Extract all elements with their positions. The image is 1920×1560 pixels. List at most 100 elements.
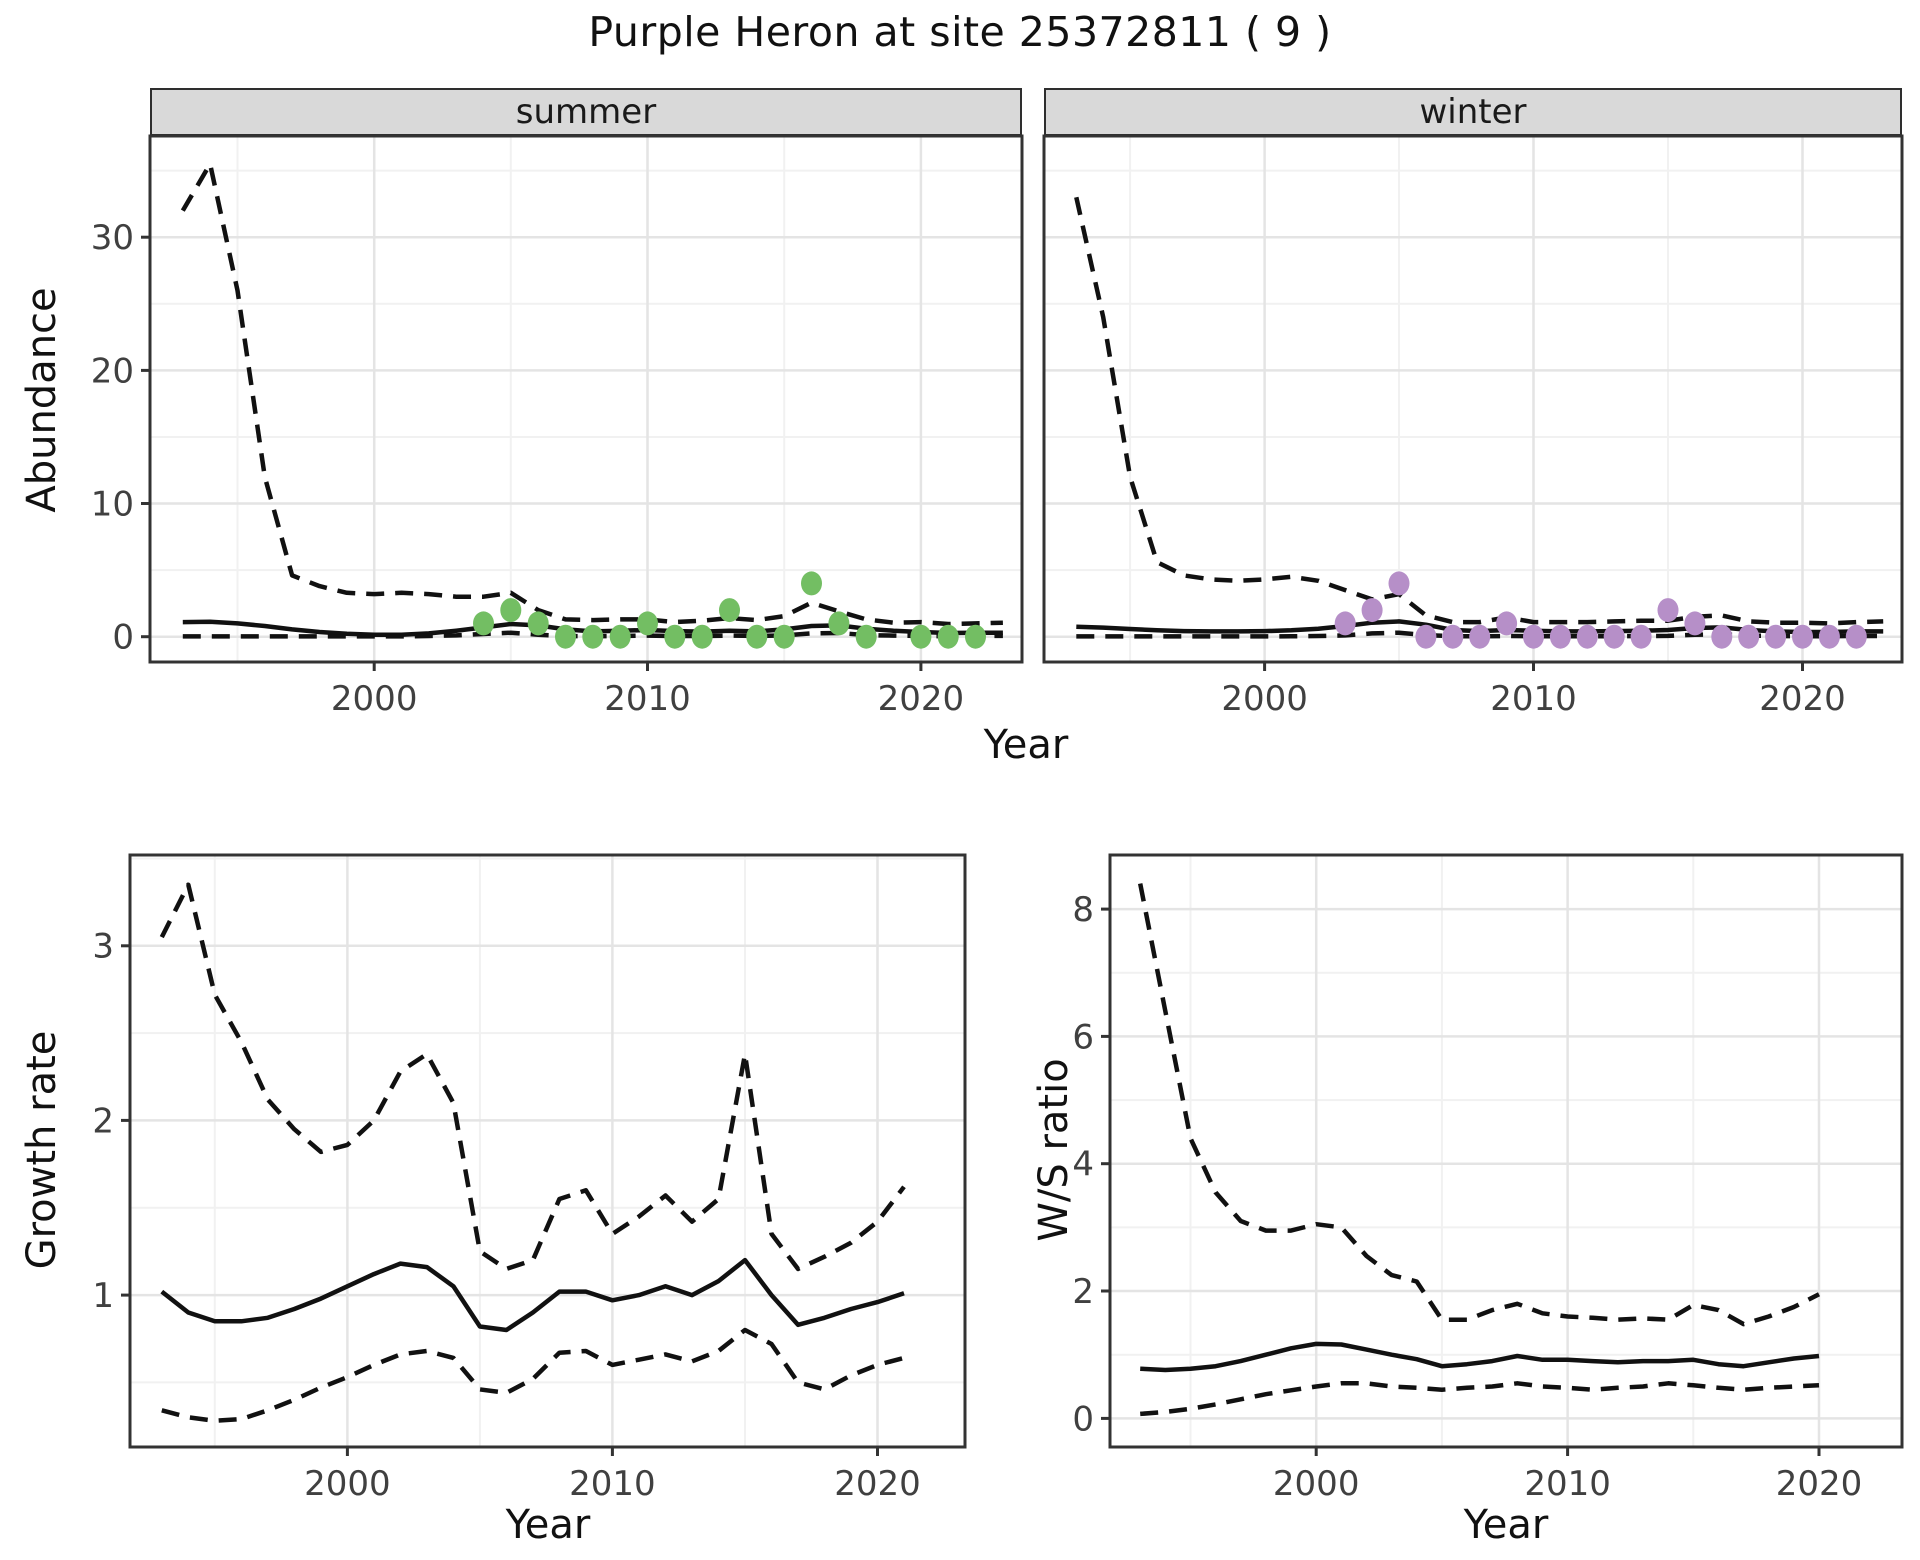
observed-point (910, 624, 932, 649)
y-tick-label: 4 (1072, 1145, 1094, 1185)
y-tick-label: 3 (92, 927, 114, 967)
panel-ws_ratio: 2000 2010 2020 0 2 4 6 8 (1072, 853, 1904, 1504)
observed_counts_winter (1334, 571, 1867, 649)
panel-background (1044, 136, 1902, 662)
grid-major (130, 855, 965, 1447)
x-tick-label: 2010 (604, 679, 691, 719)
y-tick-label: 1 (92, 1276, 114, 1316)
facet-strip-winter-label: winter (1419, 92, 1527, 132)
panel-background (1110, 855, 1902, 1447)
panel-abundance_winter: 2000 2010 2020 (1042, 134, 1904, 719)
observed-point (1361, 598, 1383, 623)
facet-strip-summer-label: summer (515, 92, 657, 132)
observed-point (664, 624, 686, 649)
series-upper_95ci (1137, 883, 1821, 1327)
y-tick-label: 0 (1072, 1399, 1094, 1439)
x-tick-label: 2020 (878, 679, 965, 719)
panel-border (148, 134, 1024, 664)
panel-border (1042, 134, 1904, 664)
observed-point (1388, 571, 1410, 596)
series-upper_95ci (1074, 196, 1884, 626)
x-tick-label: 2000 (331, 679, 418, 719)
x-tick-label: 2010 (569, 1464, 656, 1504)
facet-strip-winter: winter (1044, 88, 1902, 136)
y-tick-label: 20 (91, 351, 134, 391)
observed-point (773, 624, 795, 649)
axis-ticks-abundance_summer: 2000 2010 2020 0 10 20 30 (91, 218, 964, 719)
observed-point (1765, 624, 1787, 649)
observed-point (1630, 624, 1652, 649)
series-upper_95ci (159, 882, 906, 1272)
facet-strip-summer: summer (150, 88, 1022, 136)
observed-point (691, 624, 713, 649)
x-tick-label: 2010 (1490, 679, 1577, 719)
panel-border (1108, 853, 1904, 1449)
y-tick-label: 6 (1072, 1017, 1094, 1057)
observed-point (801, 571, 822, 596)
panel-background (130, 855, 965, 1447)
observed-point (1684, 611, 1706, 636)
observed-point (937, 624, 959, 649)
observed-point (1711, 624, 1733, 649)
observed-point (1576, 624, 1598, 649)
observed-point (1657, 598, 1679, 623)
observed-point (855, 624, 877, 649)
x-tick-label: 2000 (1273, 1464, 1360, 1504)
axis-ticks-growth_rate: 2000 2010 2020 1 2 3 (92, 927, 920, 1504)
observed-point (500, 598, 522, 623)
observed-point (1603, 624, 1625, 649)
x-tick-label: 2010 (1524, 1464, 1611, 1504)
x-tick-label: 2000 (1221, 679, 1308, 719)
observed-point (609, 624, 631, 649)
x-axis-label-year-growth: Year (505, 1502, 591, 1548)
panel-border (128, 853, 967, 1449)
panel-abundance_summer: 2000 2010 2020 0 10 20 30 (91, 134, 1024, 719)
grid-minor (130, 855, 965, 1447)
observed-point (1496, 611, 1518, 636)
observed-point (1792, 624, 1813, 649)
grid-minor (150, 136, 1022, 662)
panel-growth_rate: 2000 2010 2020 1 2 3 (92, 853, 967, 1504)
observed-point (473, 611, 494, 636)
observed-point (746, 624, 768, 649)
series-lower_95ci (161, 1327, 905, 1424)
observed-point (1818, 624, 1840, 649)
observed-point (1334, 611, 1356, 636)
observed-point (1415, 624, 1437, 649)
x-tick-label: 2020 (1759, 679, 1846, 719)
observed-point (555, 624, 576, 649)
y-tick-label: 0 (112, 618, 134, 658)
observed-point (1469, 624, 1491, 649)
observed-point (582, 624, 604, 649)
observed-point (637, 611, 658, 636)
y-tick-label: 2 (1072, 1272, 1094, 1312)
y-tick-label: 10 (91, 484, 134, 524)
y-tick-label: 2 (92, 1101, 114, 1141)
observed-point (1442, 624, 1464, 649)
observed-point (1523, 624, 1544, 649)
series-median_estimate (1140, 1341, 1820, 1373)
observed-point (965, 624, 986, 649)
y-tick-label: 30 (91, 218, 134, 258)
observed-point (828, 611, 850, 636)
x-axis-label-year-ws: Year (1463, 1502, 1549, 1548)
observed-point (1738, 624, 1760, 649)
observed-point (719, 598, 740, 623)
grid-major (1110, 855, 1902, 1447)
x-tick-label: 2020 (834, 1464, 921, 1504)
axis-ticks-ws_ratio: 2000 2010 2020 0 2 4 6 8 (1072, 890, 1862, 1504)
panel-background (150, 136, 1022, 662)
series-upper_95ci (180, 161, 1003, 627)
x-axis-label-year-top: Year (983, 722, 1069, 768)
grid-minor (1110, 855, 1902, 1447)
axis-ticks-abundance_winter: 2000 2010 2020 (1221, 662, 1846, 719)
y-tick-label: 8 (1072, 890, 1094, 930)
observed-point (1845, 624, 1867, 649)
chart-title: Purple Heron at site 25372811 ( 9 ) (588, 8, 1332, 56)
observed-point (527, 611, 549, 636)
x-tick-label: 2000 (304, 1464, 391, 1504)
observed-point (1549, 624, 1571, 649)
observed_counts_summer (473, 571, 986, 649)
